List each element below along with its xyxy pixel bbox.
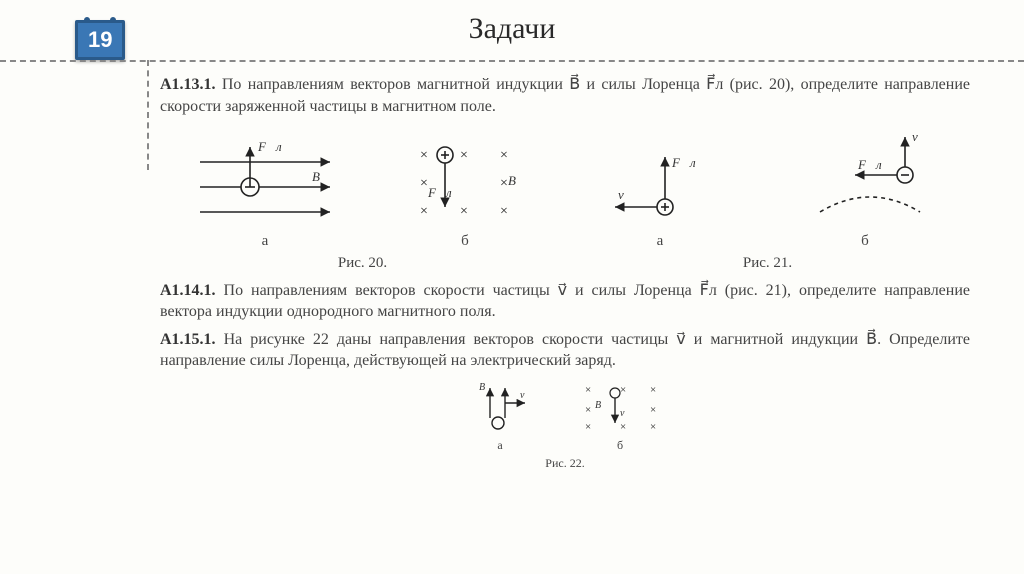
fig22a-label: а (465, 437, 535, 453)
svg-text:×: × (460, 204, 468, 219)
problem-2-ref: А1.14.1. (160, 282, 216, 299)
svg-text:×: × (420, 148, 428, 163)
svg-text:v⃗: v⃗ (618, 187, 634, 202)
svg-text:×: × (585, 421, 591, 433)
problem-1: А1.13.1. По направлениям векторов магнит… (160, 74, 970, 117)
fig22b-label: б (575, 437, 665, 453)
problem-3-text: На рисунке 22 даны направления векторов … (160, 331, 970, 370)
svg-text:B⃗: B⃗ (595, 400, 609, 411)
problem-3: А1.15.1. На рисунке 22 даны направления … (160, 329, 970, 372)
svg-text:×: × (585, 384, 591, 396)
svg-text:×: × (500, 204, 508, 219)
content: А1.13.1. По направлениям векторов магнит… (160, 68, 970, 471)
fig22-caption: Рис. 22. (160, 455, 970, 471)
svg-text:F⃗л: F⃗л (257, 139, 282, 154)
figure-row-1: F⃗л B⃗ а × × × × × × × × F⃗л (160, 127, 970, 251)
fig20b: × × × × × × × × F⃗л B⃗ б (400, 137, 530, 251)
fig21b-label: б (790, 231, 940, 251)
svg-text:×: × (460, 148, 468, 163)
fig22b: × × × × × × × × B⃗ v⃗ б (575, 378, 665, 453)
svg-text:v⃗: v⃗ (912, 129, 928, 144)
divider-horizontal (0, 60, 1024, 62)
problem-2: А1.14.1. По направлениям векторов скорос… (160, 280, 970, 323)
svg-text:B⃗: B⃗ (312, 169, 330, 184)
problem-1-ref: А1.13.1. (160, 76, 216, 93)
fig21-caption: Рис. 21. (618, 253, 918, 273)
svg-text:×: × (500, 176, 508, 191)
fig20-caption: Рис. 20. (213, 253, 513, 273)
fig21a-label: а (590, 231, 730, 251)
divider-vertical (147, 60, 149, 170)
svg-text:v⃗: v⃗ (620, 408, 632, 419)
heading: Задачи (0, 12, 1024, 46)
svg-text:×: × (500, 148, 508, 163)
svg-text:×: × (620, 421, 626, 433)
svg-text:×: × (650, 421, 656, 433)
svg-text:×: × (420, 204, 428, 219)
svg-text:F⃗л: F⃗л (427, 185, 452, 200)
svg-text:v⃗: v⃗ (520, 390, 532, 401)
fig21a: F⃗л v⃗ а (590, 137, 730, 251)
svg-text:×: × (420, 176, 428, 191)
svg-text:B⃗: B⃗ (479, 382, 493, 393)
svg-text:×: × (620, 384, 626, 396)
svg-text:B⃗: B⃗ (508, 173, 526, 188)
svg-text:F⃗л: F⃗л (857, 157, 882, 172)
fig21b: v⃗ F⃗л б (790, 127, 940, 251)
figure-row-2: B⃗ v⃗ а × × × × × × × × B⃗ v⃗ б (160, 378, 970, 453)
fig22a: B⃗ v⃗ а (465, 378, 535, 453)
svg-text:×: × (650, 404, 656, 416)
fig20a: F⃗л B⃗ а (190, 137, 340, 251)
svg-text:×: × (585, 404, 591, 416)
fig20b-label: б (400, 231, 530, 251)
svg-text:F⃗л: F⃗л (671, 155, 696, 170)
problem-2-text: По направлениям векторов скорости частиц… (160, 282, 970, 321)
problem-1-text: По направлениям векторов магнитной индук… (160, 76, 970, 115)
fig20a-label: а (190, 231, 340, 251)
problem-3-ref: А1.15.1. (160, 331, 216, 348)
svg-text:×: × (650, 384, 656, 396)
